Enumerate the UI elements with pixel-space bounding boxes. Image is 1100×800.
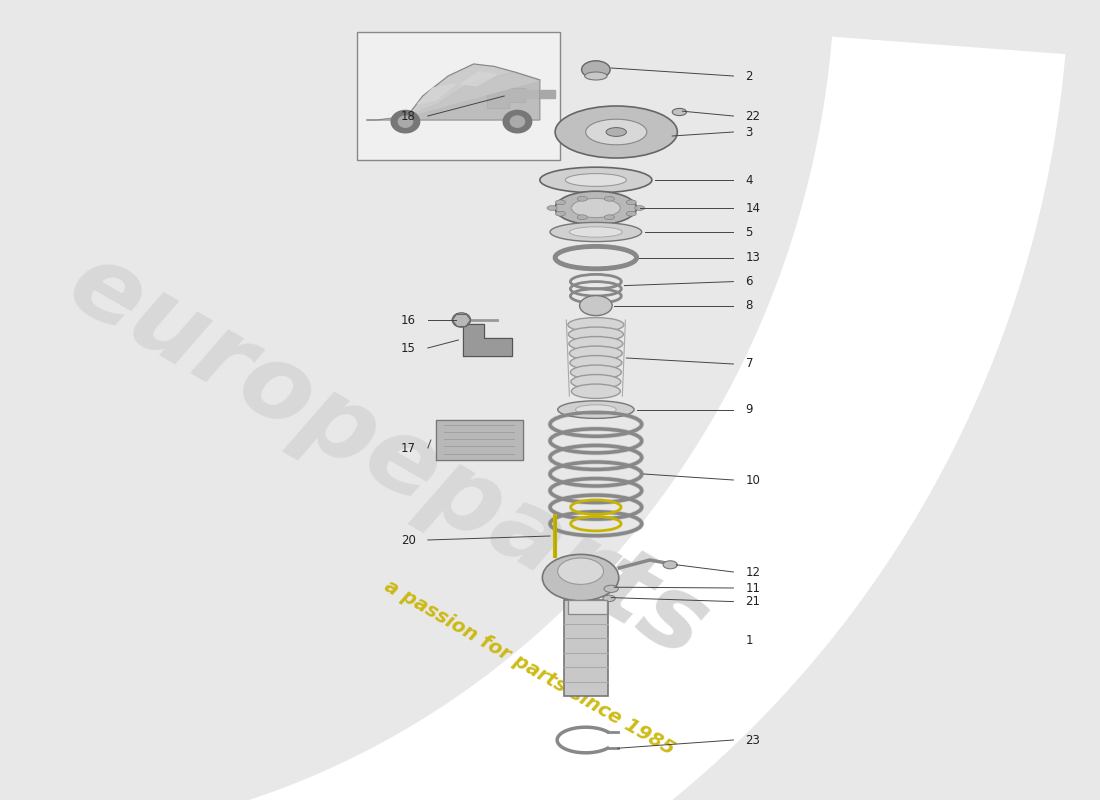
FancyBboxPatch shape	[356, 32, 560, 160]
Polygon shape	[0, 37, 1066, 800]
Circle shape	[503, 110, 531, 133]
Text: 17: 17	[400, 442, 416, 454]
Text: 7: 7	[746, 358, 754, 370]
Ellipse shape	[570, 227, 623, 238]
Ellipse shape	[663, 561, 678, 569]
Ellipse shape	[565, 174, 626, 186]
Text: 3: 3	[746, 126, 754, 138]
Ellipse shape	[556, 106, 678, 158]
Ellipse shape	[556, 191, 637, 225]
Ellipse shape	[603, 595, 615, 602]
Polygon shape	[418, 84, 456, 104]
Polygon shape	[525, 90, 556, 98]
Text: 15: 15	[400, 342, 416, 354]
Ellipse shape	[578, 196, 587, 201]
Ellipse shape	[580, 296, 613, 315]
Bar	[564, 600, 608, 696]
Bar	[569, 600, 607, 614]
Ellipse shape	[626, 211, 637, 216]
Text: 14: 14	[746, 202, 760, 214]
Ellipse shape	[570, 355, 622, 370]
Ellipse shape	[547, 206, 558, 210]
Ellipse shape	[604, 586, 618, 592]
Text: 9: 9	[746, 403, 754, 416]
Polygon shape	[436, 420, 522, 460]
Polygon shape	[366, 72, 540, 120]
Ellipse shape	[672, 108, 686, 115]
Ellipse shape	[635, 206, 645, 210]
Text: 5: 5	[746, 226, 754, 238]
Text: 6: 6	[746, 275, 754, 288]
Ellipse shape	[571, 365, 621, 379]
Ellipse shape	[558, 558, 604, 584]
Circle shape	[398, 116, 412, 127]
Ellipse shape	[626, 200, 637, 205]
Polygon shape	[487, 88, 525, 108]
Text: 2: 2	[746, 70, 754, 82]
Ellipse shape	[569, 337, 623, 351]
Ellipse shape	[575, 405, 616, 414]
Circle shape	[392, 110, 420, 133]
Ellipse shape	[606, 127, 626, 136]
Text: 11: 11	[746, 582, 760, 594]
Polygon shape	[407, 64, 540, 116]
Ellipse shape	[604, 196, 615, 201]
Text: 13: 13	[746, 251, 760, 264]
Text: 22: 22	[746, 110, 760, 122]
Ellipse shape	[540, 167, 652, 193]
Text: a passion for parts since 1985: a passion for parts since 1985	[382, 577, 678, 759]
Text: 21: 21	[746, 595, 760, 608]
Text: 1: 1	[746, 634, 754, 646]
Ellipse shape	[571, 384, 620, 398]
Polygon shape	[463, 324, 513, 356]
Text: 16: 16	[400, 314, 416, 326]
Text: 23: 23	[746, 734, 760, 746]
Ellipse shape	[550, 222, 641, 242]
Text: 18: 18	[400, 110, 416, 122]
Ellipse shape	[582, 61, 610, 78]
Ellipse shape	[569, 327, 624, 342]
Text: europeparts: europeparts	[50, 232, 725, 680]
Polygon shape	[461, 72, 497, 86]
Ellipse shape	[571, 374, 620, 389]
Ellipse shape	[578, 215, 587, 220]
Ellipse shape	[570, 346, 623, 361]
Ellipse shape	[556, 211, 565, 216]
Ellipse shape	[571, 198, 620, 218]
Ellipse shape	[585, 119, 647, 145]
Ellipse shape	[452, 313, 471, 327]
Text: 8: 8	[746, 299, 754, 312]
Text: 10: 10	[746, 474, 760, 486]
Text: 20: 20	[400, 534, 416, 546]
Ellipse shape	[604, 215, 615, 220]
Ellipse shape	[585, 72, 607, 80]
Ellipse shape	[556, 200, 565, 205]
Ellipse shape	[542, 554, 619, 601]
Ellipse shape	[558, 401, 634, 418]
Text: 4: 4	[746, 174, 754, 186]
Text: 12: 12	[746, 566, 760, 578]
Circle shape	[510, 116, 525, 127]
Ellipse shape	[568, 318, 624, 332]
